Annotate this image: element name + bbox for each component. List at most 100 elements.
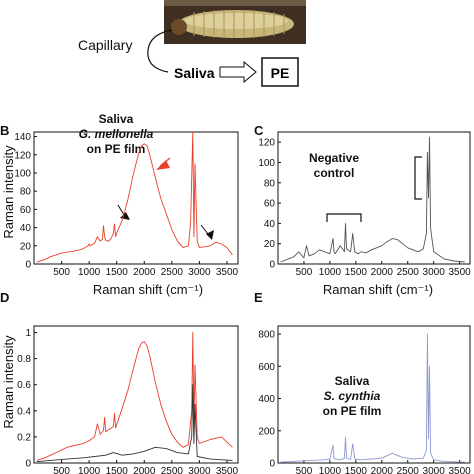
panel-b-ytick-label: 80	[20, 187, 32, 198]
panel-d-ytick-label: 0.6	[17, 380, 31, 391]
panel-b-ytick-label: 0	[25, 260, 31, 271]
panel-d-series-1-line	[36, 384, 233, 463]
pe-box	[261, 57, 299, 87]
panel-d-series-0-line	[36, 332, 233, 461]
panel-b-xtick-label: 2000	[133, 267, 156, 278]
panel-e-ytick-label: 0	[269, 459, 275, 470]
panel-c-xtick-label: 500	[296, 267, 313, 278]
panel-b-xtick-label: 3500	[216, 267, 239, 278]
panel-e-ytick-label: 400	[258, 394, 275, 405]
hollow-arrow	[219, 60, 257, 84]
panel-d-frame	[33, 325, 239, 464]
panel-e-ytick-label: 200	[258, 426, 275, 437]
panel-b-xtick-label: 3000	[188, 267, 211, 278]
panel-d-ytick-label: 0.8	[17, 354, 31, 365]
panel-d-plot: 500 1000 1500 2000 2500 3000 3500 0 0.2 0.4 0.6 0.8…	[17, 325, 239, 474]
panel-e-xtick-label: 1500	[345, 466, 368, 474]
fingerprint-bracket	[326, 213, 362, 222]
panel-c-annotation-line-1: Negative	[309, 151, 359, 165]
panel-d-xtick-label: 3000	[188, 466, 211, 474]
saliva-label: Saliva	[174, 65, 215, 81]
xlabel-left: Raman shift (cm⁻¹)	[93, 282, 203, 297]
pe-box-label: PE	[271, 65, 290, 81]
panel-e-annotation-line-2: S. cynthia	[324, 389, 381, 403]
panel-c-ytick-label: 20	[264, 239, 276, 250]
panel-d-xtick-label: 2500	[161, 466, 184, 474]
panel-e-xtick-label: 500	[296, 466, 313, 474]
panel-c-ytick-label: 60	[264, 199, 276, 210]
panel-e-xtick-label: 3000	[423, 466, 446, 474]
panel-c-annotation: Negative control	[309, 151, 359, 180]
panel-b-ytick-label: 60	[20, 205, 32, 216]
panel-d-xtick-label: 500	[53, 466, 70, 474]
panel-d-xtick-label: 1000	[78, 466, 101, 474]
panel-c-xtick-label: 2000	[371, 267, 394, 278]
panel-e-annotation: Saliva S. cynthia on PE film	[323, 374, 382, 418]
ylabel-top: Raman intensity	[1, 145, 16, 239]
panel-e-plot: 500 1000 1500 2000 2500 3000 3500 0 200 400 600 800	[258, 325, 471, 474]
panel-e-ytick-label: 800	[258, 330, 275, 341]
panel-c-xtick-label: 3500	[448, 267, 471, 278]
panel-c-ytick-label: 0	[269, 260, 275, 271]
black-arrowhead-left	[120, 212, 130, 220]
panel-letter-b: B	[0, 123, 9, 138]
panel-c-ytick-label: 40	[264, 219, 276, 230]
red-arrowhead	[156, 160, 170, 170]
panel-b-ytick-label: 100	[14, 168, 31, 179]
black-arrow-right	[200, 224, 209, 235]
panel-e-ytick-label: 600	[258, 362, 275, 373]
capillary-line	[147, 29, 173, 73]
larva-photo	[164, 0, 306, 44]
panel-b-xtick-label: 2500	[161, 267, 184, 278]
panel-b-annotation: Saliva G. mellonella on PE film	[79, 112, 154, 156]
panel-b-ytick-label: 20	[20, 241, 32, 252]
capillary-label: Capillary	[78, 37, 132, 53]
panel-b-ytick-label: 40	[20, 223, 32, 234]
panel-letter-e: E	[254, 290, 263, 305]
panel-e-xtick-label: 2500	[397, 466, 420, 474]
panel-d-xtick-label: 3500	[216, 466, 239, 474]
panel-b-ytick-label: 140	[14, 132, 31, 143]
panel-b-arrows	[117, 157, 214, 240]
panel-b-frame	[33, 131, 239, 265]
panel-letter-c: C	[254, 123, 264, 138]
panel-e-xtick-label: 1000	[319, 466, 342, 474]
panel-c-xtick-label: 2500	[397, 267, 420, 278]
ylabel-bottom: Raman intensity	[1, 335, 16, 429]
panel-e-frame	[277, 325, 471, 464]
panel-b-xtick-label: 1000	[78, 267, 101, 278]
panel-d-ytick-label: 0.4	[17, 406, 31, 417]
panel-d-ytick-label: 0	[25, 459, 31, 470]
panel-b-annotation-line-3: on PE film	[87, 142, 146, 156]
panel-d-xtick-label: 1500	[106, 466, 129, 474]
panel-d-xtick-label: 2000	[133, 466, 156, 474]
panel-c-plot: 500 1000 1500 2000 2500 3000 3500 0 20 40 60 80 100 1…	[258, 131, 471, 278]
panel-c-brackets	[326, 156, 422, 222]
panel-d-ytick-label: 0.2	[17, 432, 31, 443]
panel-e-series-0-line	[280, 333, 465, 463]
panel-b-xtick-label: 1500	[106, 267, 129, 278]
panel-c-xtick-label: 1000	[319, 267, 342, 278]
panel-b-xtick-label: 500	[53, 267, 70, 278]
panel-b-ytick-label: 120	[14, 150, 31, 161]
ch-stretch-bracket	[414, 156, 422, 200]
panel-e-xtick-label: 2000	[371, 466, 394, 474]
panel-b-series-0-line	[36, 131, 233, 263]
panel-b-annotation-line-2: G. mellonella	[79, 127, 154, 141]
panel-b-annotation-line-1: Saliva	[99, 112, 134, 126]
panel-c-frame	[277, 131, 471, 265]
panel-c-annotation-line-2: control	[314, 166, 355, 180]
xlabel-right: Raman shift (cm⁻¹)	[323, 282, 433, 297]
panel-c-ytick-label: 120	[258, 138, 275, 149]
panel-letter-d: D	[0, 290, 9, 305]
panel-c-ytick-label: 100	[258, 158, 275, 169]
panel-e-annotation-line-3: on PE film	[323, 404, 382, 418]
panel-c-ytick-label: 80	[264, 178, 276, 189]
black-arrowhead-right	[206, 230, 214, 240]
panel-e-xtick-label: 3500	[448, 466, 471, 474]
panel-b-plot: 500 1000 1500 2000 2500 3000 3500 0 20 40 60 80 100 1…	[14, 131, 239, 278]
panel-d-ytick-label: 1	[25, 328, 31, 339]
panel-c-xtick-label: 1500	[345, 267, 368, 278]
panel-c-xtick-label: 3000	[423, 267, 446, 278]
